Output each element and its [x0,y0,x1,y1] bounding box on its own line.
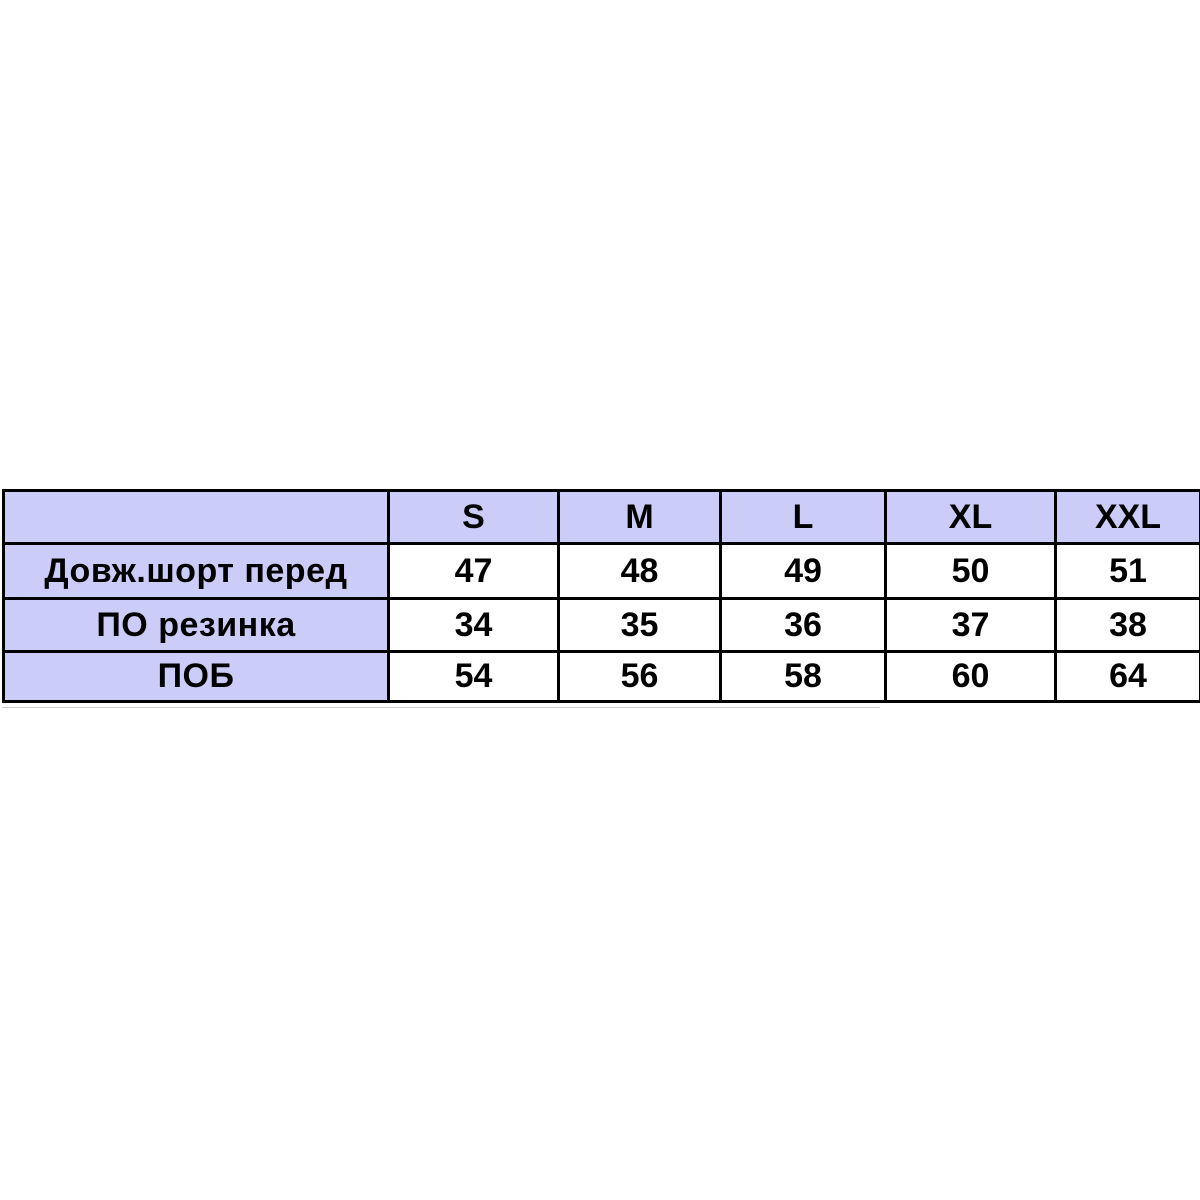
value-cell: 34 [387,597,560,653]
spreadsheet-gridline-artifact [2,707,880,708]
row-label-waist-elastic: ПО резинка [2,597,390,653]
table-row: Довж.шорт перед 47 48 49 50 51 [2,542,1200,600]
corner-cell [2,489,390,545]
value-cell: 58 [719,650,887,703]
value-cell: 54 [387,650,560,703]
table-row: ПО резинка 34 35 36 37 38 [2,597,1200,653]
value-cell: 38 [1054,597,1200,653]
value-cell: 56 [557,650,722,703]
value-cell: 49 [719,542,887,600]
table-row: ПОБ 54 56 58 60 64 [2,650,1200,703]
column-header-s: S [387,489,560,545]
value-cell: 64 [1054,650,1200,703]
value-cell: 47 [387,542,560,600]
table-header-row: S M L XL XXL [2,489,1200,545]
value-cell: 48 [557,542,722,600]
column-header-m: M [557,489,722,545]
value-cell: 60 [884,650,1057,703]
column-header-xxl: XXL [1054,489,1200,545]
row-label-hips: ПОБ [2,650,390,703]
value-cell: 36 [719,597,887,653]
value-cell: 51 [1054,542,1200,600]
column-header-xl: XL [884,489,1057,545]
value-cell: 50 [884,542,1057,600]
row-label-shorts-front-length: Довж.шорт перед [2,542,390,600]
value-cell: 37 [884,597,1057,653]
size-chart-table: S M L XL XXL Довж.шорт перед 47 48 49 50… [2,489,1200,703]
column-header-l: L [719,489,887,545]
value-cell: 35 [557,597,722,653]
